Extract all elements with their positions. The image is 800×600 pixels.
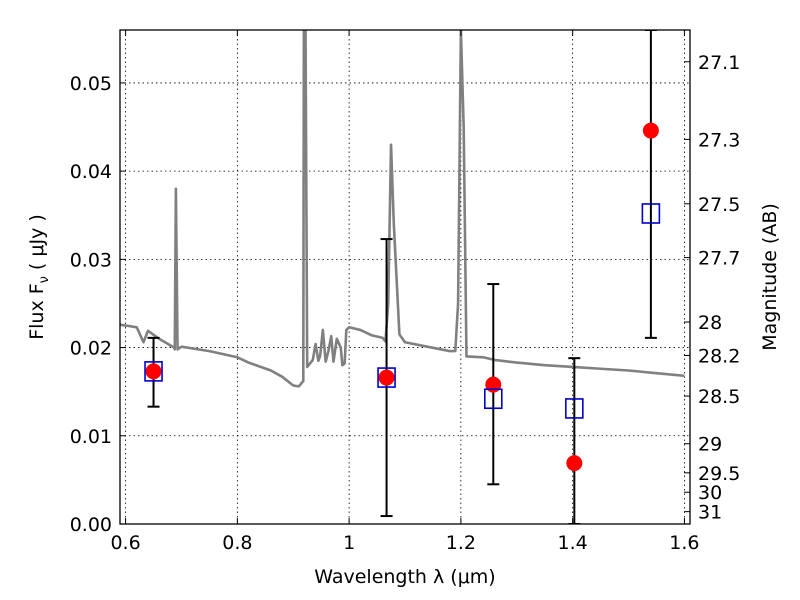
y-tick-label: 0.00 <box>70 514 112 536</box>
right-tick-label: 29.5 <box>698 463 740 485</box>
plot-area <box>120 30 685 524</box>
y-axis-label-main: Flux F <box>26 283 48 339</box>
y-axis-label: Flux Fν ( μJy ) <box>26 214 52 340</box>
model-flux-point <box>144 361 163 382</box>
model-spectrum-line <box>120 30 685 388</box>
right-tick-label: 28.5 <box>698 386 740 408</box>
model-flux-point <box>377 367 396 388</box>
right-tick-label: 27.1 <box>698 52 740 74</box>
x-tick-label: 0.6 <box>110 532 140 554</box>
y-tick-label: 0.02 <box>70 338 112 360</box>
y-tick-label: 0.05 <box>70 73 112 95</box>
right-tick-label: 29 <box>698 434 722 456</box>
model-flux-point <box>565 398 584 419</box>
y-tick-label: 0.04 <box>70 161 112 183</box>
right-tick-label: 31 <box>698 502 722 524</box>
right-tick-label: 30 <box>698 482 722 504</box>
x-tick-label: 1.4 <box>558 532 588 554</box>
x-tick-label: 1.6 <box>669 532 699 554</box>
grid-lines <box>120 30 690 525</box>
observed-flux-point <box>145 363 162 380</box>
axis-ticks: 0.6 0.8 1 1.2 1.4 1.6 0.00 0.01 0.02 0.03 0.04 0.05… <box>70 30 740 554</box>
right-tick-label: 28 <box>698 312 722 334</box>
right-tick-label: 27.7 <box>698 248 740 270</box>
observed-flux-point <box>642 122 659 139</box>
plot-frame <box>119 29 691 525</box>
observed-flux-point <box>485 376 502 393</box>
x-tick-label: 1 <box>343 532 355 554</box>
y-tick-label: 0.03 <box>70 249 112 271</box>
x-tick-label: 1.2 <box>446 532 476 554</box>
y-axis-label-unit: ( μJy ) <box>26 214 48 270</box>
right-tick-label: 27.5 <box>698 194 740 216</box>
right-tick-label: 27.3 <box>698 129 740 151</box>
y-tick-label: 0.01 <box>70 426 112 448</box>
svg-text:Flux Fν( μJy ): Flux Fν ( μJy ) <box>26 214 52 340</box>
model-flux-point <box>641 203 661 224</box>
observed-flux-point <box>378 369 395 386</box>
y-axis-label-subscript: ν <box>37 276 52 283</box>
right-axis-label: Magnitude (AB) <box>759 203 781 351</box>
right-tick-label: 28.2 <box>698 346 740 368</box>
model-flux-point <box>483 388 503 410</box>
observed-flux-point <box>566 455 583 472</box>
x-tick-label: 0.8 <box>222 532 252 554</box>
x-axis-label: Wavelength λ (μm) <box>314 566 495 588</box>
